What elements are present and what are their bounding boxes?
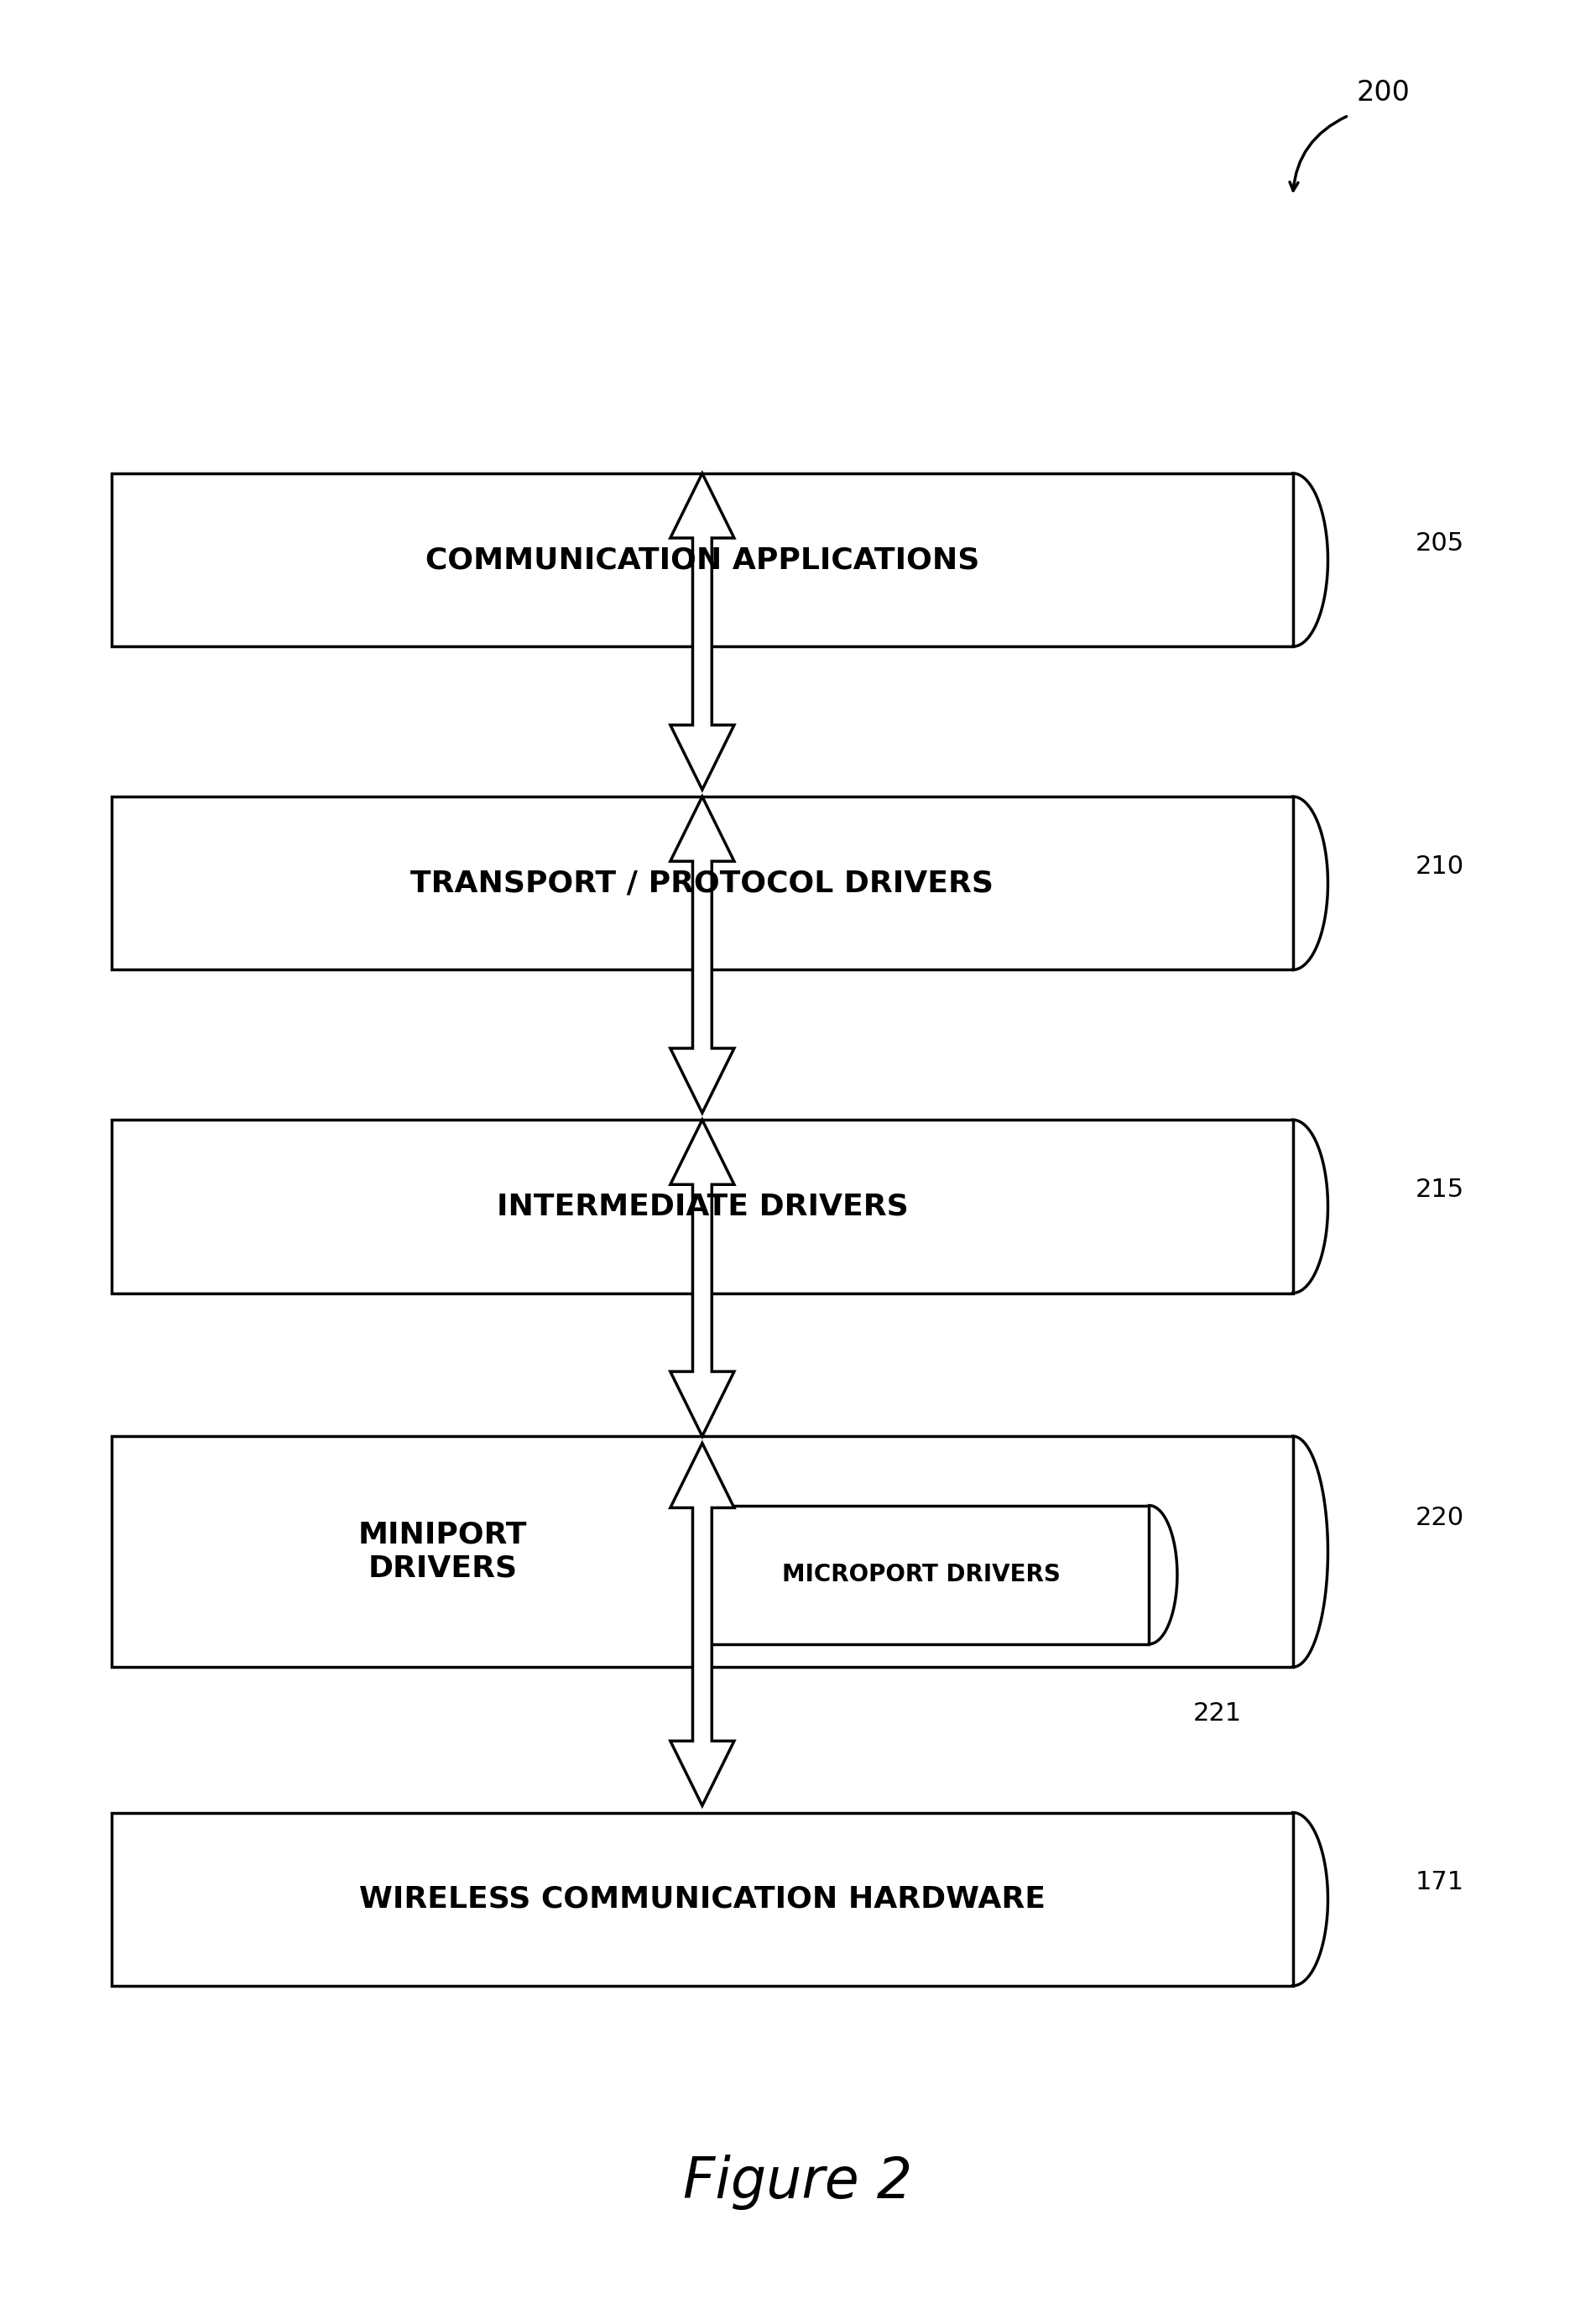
Text: 215: 215 bbox=[1416, 1178, 1465, 1203]
Text: 205: 205 bbox=[1416, 531, 1465, 556]
Text: 210: 210 bbox=[1416, 854, 1465, 880]
Text: 221: 221 bbox=[1194, 1702, 1242, 1727]
Bar bbox=[112, 1813, 1293, 1986]
Bar bbox=[112, 1120, 1293, 1293]
Text: WIRELESS COMMUNICATION HARDWARE: WIRELESS COMMUNICATION HARDWARE bbox=[359, 1884, 1045, 1914]
Bar bbox=[112, 1436, 1293, 1667]
Text: 171: 171 bbox=[1416, 1870, 1465, 1896]
Text: COMMUNICATION APPLICATIONS: COMMUNICATION APPLICATIONS bbox=[425, 545, 980, 575]
Polygon shape bbox=[670, 1443, 734, 1806]
Text: TRANSPORT / PROTOCOL DRIVERS: TRANSPORT / PROTOCOL DRIVERS bbox=[410, 868, 994, 898]
Text: 200: 200 bbox=[1357, 79, 1411, 106]
Text: MICROPORT DRIVERS: MICROPORT DRIVERS bbox=[782, 1563, 1061, 1586]
Text: MINIPORT
DRIVERS: MINIPORT DRIVERS bbox=[358, 1522, 527, 1582]
Text: INTERMEDIATE DRIVERS: INTERMEDIATE DRIVERS bbox=[496, 1191, 908, 1221]
Bar bbox=[694, 1505, 1149, 1644]
Polygon shape bbox=[670, 797, 734, 1113]
Bar bbox=[112, 473, 1293, 647]
Text: 220: 220 bbox=[1416, 1505, 1465, 1531]
Polygon shape bbox=[670, 1120, 734, 1436]
Polygon shape bbox=[670, 473, 734, 790]
Bar bbox=[112, 797, 1293, 970]
Text: Figure 2: Figure 2 bbox=[683, 2154, 913, 2210]
